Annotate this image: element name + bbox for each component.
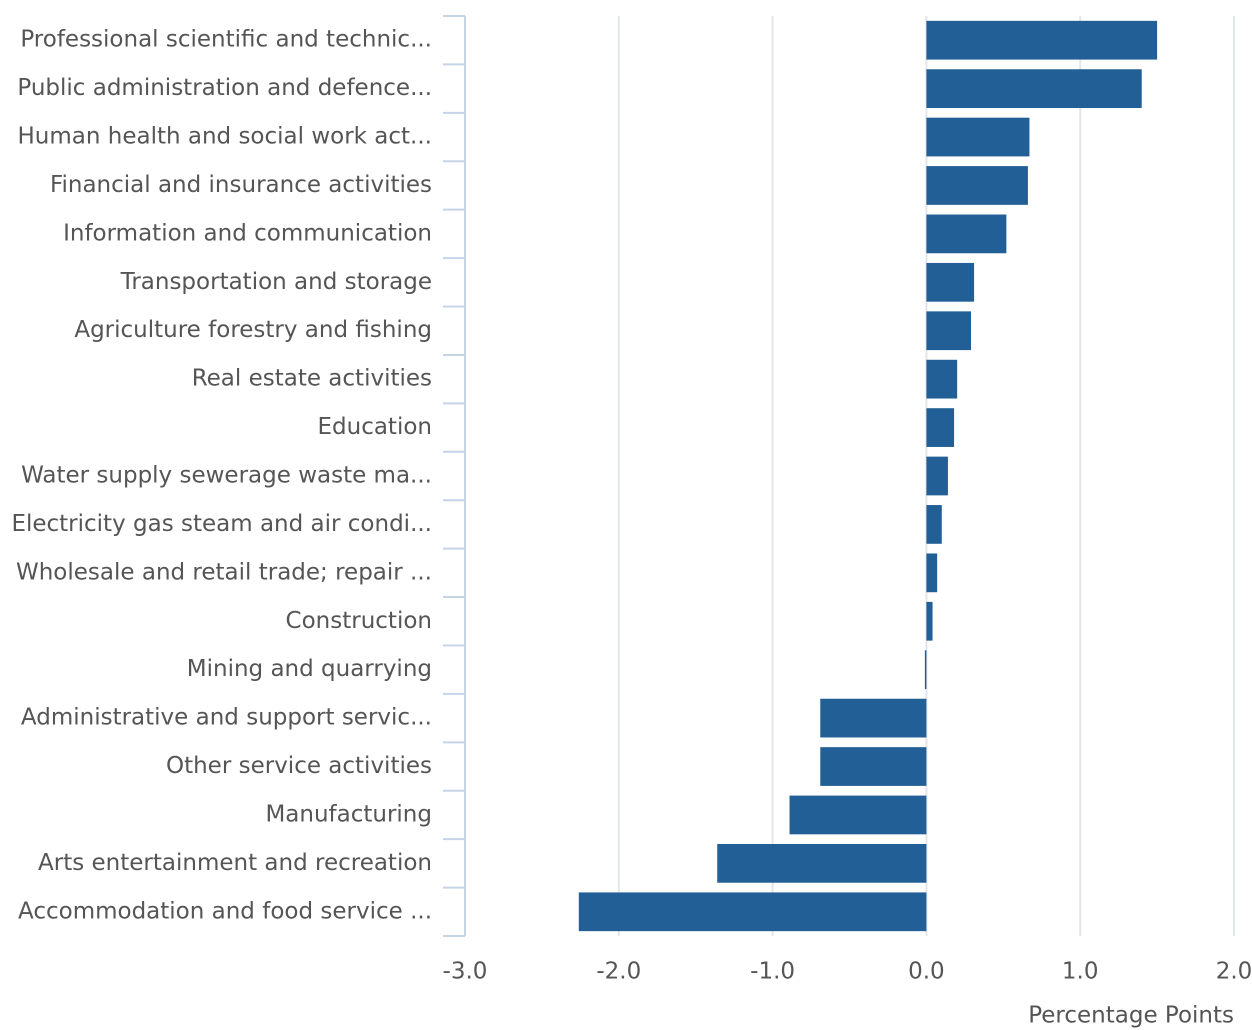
y-tick-label: Mining and quarrying (187, 656, 432, 682)
bar (926, 359, 958, 399)
y-tick-label: Wholesale and retail trade; repair ... (16, 559, 432, 585)
y-tick-label: Financial and insurance activities (50, 172, 432, 198)
bar (789, 795, 927, 835)
y-tick-label: Transportation and storage (120, 269, 432, 295)
x-axis-label: Percentage Points (1028, 1003, 1234, 1029)
x-tick-label: 1.0 (1062, 959, 1099, 985)
bar (926, 262, 975, 302)
y-tick-label: Education (317, 414, 432, 440)
y-tick-label: Human health and social work act... (17, 124, 432, 150)
bar (926, 456, 948, 496)
x-tick-label: 0.0 (908, 959, 945, 985)
bar (926, 553, 938, 593)
y-tick-label: Manufacturing (265, 801, 432, 827)
bar (926, 214, 1007, 254)
y-tick-label: Arts entertainment and recreation (38, 850, 432, 876)
x-tick-label: 2.0 (1216, 959, 1252, 985)
bar (926, 117, 1030, 157)
x-tick-label: -2.0 (596, 959, 641, 985)
y-tick-label: Real estate activities (192, 366, 432, 392)
y-tick-label: Water supply sewerage waste ma... (21, 463, 432, 489)
bar (717, 844, 927, 883)
bar (578, 892, 927, 932)
y-tick-label: Construction (286, 608, 432, 634)
bar (926, 69, 1142, 108)
bar (820, 698, 927, 738)
y-tick-label: Professional scientific and technic... (20, 27, 432, 53)
y-tick-label: Accommodation and food service ... (18, 898, 432, 924)
x-tick-label: -1.0 (750, 959, 795, 985)
bar (820, 747, 927, 786)
bar (924, 650, 927, 690)
x-tick-label: -3.0 (443, 959, 488, 985)
y-tick-label: Public administration and defence... (17, 75, 432, 101)
y-tick-label: Administrative and support servic... (21, 705, 432, 731)
bar (926, 505, 942, 544)
y-tick-label: Electricity gas steam and air condi... (11, 511, 432, 537)
y-tick-label: Agriculture forestry and fishing (74, 317, 432, 343)
bar (926, 601, 933, 641)
bar (926, 311, 972, 351)
bar (926, 20, 1158, 60)
bar (926, 166, 1028, 205)
y-tick-label: Information and communication (63, 220, 432, 246)
y-tick-label: Other service activities (166, 753, 432, 779)
bar (926, 408, 955, 447)
